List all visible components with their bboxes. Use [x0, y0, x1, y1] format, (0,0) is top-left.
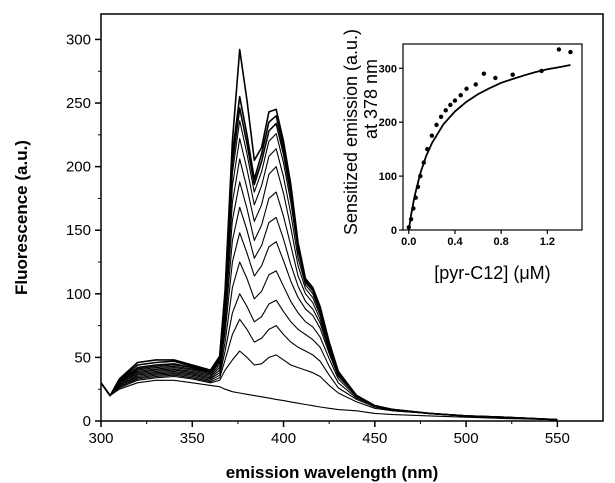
inset-data-point	[429, 133, 435, 138]
y-tick-label: 200	[66, 159, 91, 176]
inset-data-point	[406, 225, 411, 230]
y-tick-label: 50	[74, 349, 91, 366]
inset-frame	[402, 43, 583, 231]
inset-x-tick-label: 0.0	[401, 236, 416, 248]
y-tick-label: 250	[66, 95, 91, 112]
inset-y-axis-title-line2: at 378 nm	[361, 59, 381, 139]
inset-x-axis-title: [pyr-C12] (μM)	[434, 263, 550, 283]
inset-binding-plot: 0 100 200 300 0.0 0.4 0.8 1.2 [pyr-C12] (μM) Sens…	[341, 29, 583, 283]
inset-data-point	[464, 86, 469, 91]
inset-y-axis-units: (a.u.)	[341, 29, 361, 71]
inset-data-point	[539, 68, 544, 74]
x-tick-label: 450	[362, 430, 387, 447]
inset-data-point	[411, 206, 416, 211]
emission-spectrum-line	[100, 232, 558, 421]
emission-spectrum-line	[100, 206, 558, 421]
x-tick-label: 500	[454, 430, 479, 447]
inset-y-tick-label: 300	[379, 63, 397, 75]
y-tick-label: 0	[83, 413, 91, 430]
x-tick-label: 300	[88, 430, 113, 447]
emission-spectrum-line	[100, 48, 558, 421]
y-tick-label: 100	[66, 286, 91, 303]
main-plot: 0 50 100 150 200 250 300 300 350 400 450 500 550 emis…	[12, 13, 604, 482]
inset-data-point	[556, 47, 562, 52]
inset-data-point	[473, 82, 478, 87]
inset-data-point	[413, 195, 418, 200]
inset-data-point	[448, 102, 453, 108]
y-axis-title: Fluorescence (a.u.)	[12, 140, 31, 295]
x-tick-label: 350	[180, 430, 205, 447]
inset-y-tick-label: 0	[391, 225, 397, 237]
inset-data-point	[452, 98, 458, 103]
inset-y-axis-title-main: Sensitized emission	[341, 71, 361, 235]
inset-data-point	[438, 114, 444, 119]
inset-data-point	[568, 49, 573, 55]
inset-data-point	[418, 173, 423, 179]
inset-data-point	[458, 93, 463, 98]
emission-spectrum-line	[100, 379, 558, 421]
inset-data-point	[493, 75, 498, 81]
y-tick-label: 300	[66, 31, 91, 48]
x-axis-title: emission wavelength (nm)	[226, 463, 439, 482]
inset-data-point	[510, 72, 515, 77]
inset-data-point	[443, 108, 448, 113]
inset-data-point	[408, 217, 414, 222]
inset-data-point	[421, 160, 426, 165]
emission-spectrum-line	[100, 318, 558, 421]
inset-x-tick-label: 0.4	[447, 236, 463, 248]
inset-y-axis-title-line1: Sensitized emission (a.u.)	[341, 29, 361, 235]
inset-y-tick-label: 100	[379, 171, 397, 183]
inset-data-point	[415, 184, 421, 190]
inset-x-tick-label: 0.8	[494, 236, 509, 248]
plot-frame	[100, 13, 604, 422]
emission-spectrum-line	[100, 350, 558, 421]
inset-data-point	[425, 146, 430, 152]
inset-data-point	[434, 122, 439, 128]
x-tick-label: 400	[271, 430, 296, 447]
inset-data-point	[481, 71, 487, 76]
y-tick-label: 150	[66, 222, 91, 239]
emission-spectrum-line	[100, 293, 558, 421]
x-tick-label: 550	[545, 430, 570, 447]
inset-y-tick-label: 200	[379, 117, 397, 129]
inset-x-tick-label: 1.2	[540, 236, 555, 248]
